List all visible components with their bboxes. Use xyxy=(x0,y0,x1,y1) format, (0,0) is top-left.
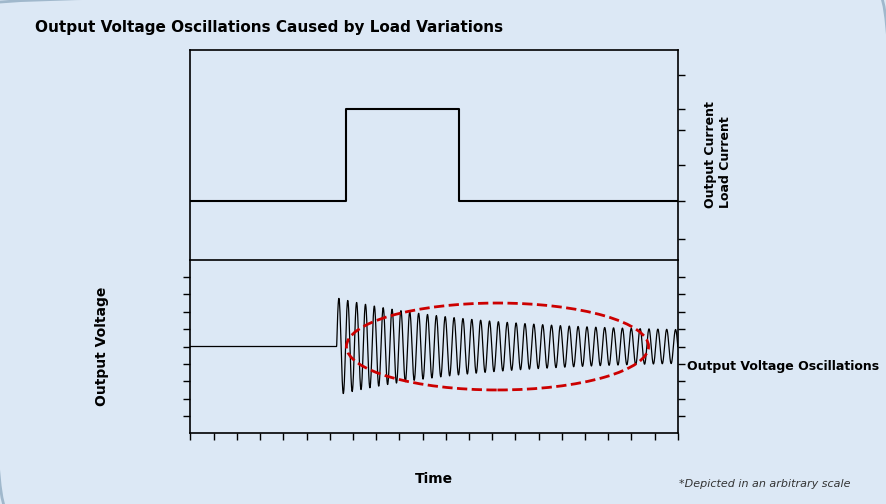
Text: Output Voltage: Output Voltage xyxy=(95,287,109,406)
Text: Time: Time xyxy=(415,472,454,486)
Text: Output Voltage Oscillations: Output Voltage Oscillations xyxy=(687,360,879,373)
Text: *Depicted in an arbitrary scale: *Depicted in an arbitrary scale xyxy=(679,479,851,489)
Text: Output Current
Load Current: Output Current Load Current xyxy=(704,101,733,209)
Text: Output Voltage Oscillations Caused by Load Variations: Output Voltage Oscillations Caused by Lo… xyxy=(35,20,503,35)
